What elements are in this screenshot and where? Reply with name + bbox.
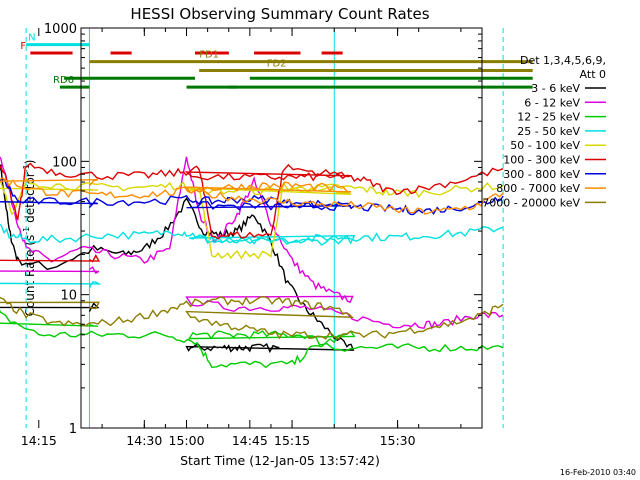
x-tick-label-1: 14:15 (21, 433, 57, 448)
flag-label-f: F (20, 41, 26, 52)
series-line-3 (0, 223, 504, 289)
legend-entry-label-3: 25 - 50 keV (517, 125, 580, 138)
x-tick-label-5: 15:15 (274, 433, 310, 448)
series-line-6 (0, 177, 504, 216)
legend-entry-label-5: 100 - 300 keV (503, 154, 580, 167)
flag-label-n: N (28, 33, 35, 44)
flag-label-rd6: RD6 (53, 75, 74, 86)
y-tick-label-1: 10 (60, 289, 77, 304)
legend-entry-label-0: 3 - 6 keV (531, 82, 580, 95)
footer-timestamp: 16-Feb-2010 03:40 (560, 468, 636, 477)
series-line-8 (0, 296, 504, 340)
y-axis-label-main: Count Rate (s (23, 235, 37, 317)
legend-entry-label-4: 50 - 100 keV (510, 139, 580, 152)
legend-header-detectors: Det 1,3,4,5,6,9, (520, 54, 606, 67)
chart-title: HESSI Observing Summary Count Rates (130, 5, 429, 23)
series-line-2 (0, 309, 504, 369)
x-tick-label-2: 14:30 (126, 433, 162, 448)
legend-entry-label-8: 7000 - 20000 keV (482, 196, 580, 209)
x-tick-label-3: 14:45 (232, 433, 268, 448)
series-line-4 (0, 177, 504, 260)
y-axis-label-sup2: -1 (22, 164, 31, 172)
flag-label-fd1: FD1 (199, 50, 219, 61)
y-axis-label-end: ) (23, 160, 37, 165)
series-line-7 (0, 177, 504, 215)
y-tick-label-0: 1 (69, 422, 77, 437)
x-tick-label-6: 15:30 (380, 433, 416, 448)
y-tick-label-3: 1000 (44, 22, 77, 37)
x-tick-label-4: 15:00 (169, 433, 205, 448)
plot-frame (80, 27, 483, 429)
plot-area: NFFD1FD2RDORD6110100100014:0014:1514:301… (0, 22, 533, 448)
legend-entry-label-2: 12 - 25 keV (517, 111, 580, 124)
legend-entry-label-6: 300 - 800 keV (503, 168, 580, 181)
legend-header-attenuator: Att 0 (580, 68, 606, 81)
legend-entry-label-1: 6 - 12 keV (524, 96, 580, 109)
x-axis-label: Start Time (12-Jan-05 13:57:42) (180, 453, 380, 468)
y-tick-label-2: 100 (52, 155, 77, 170)
flag-label-fd2: FD2 (267, 59, 287, 70)
legend-entry-label-7: 800 - 7000 keV (496, 182, 580, 195)
